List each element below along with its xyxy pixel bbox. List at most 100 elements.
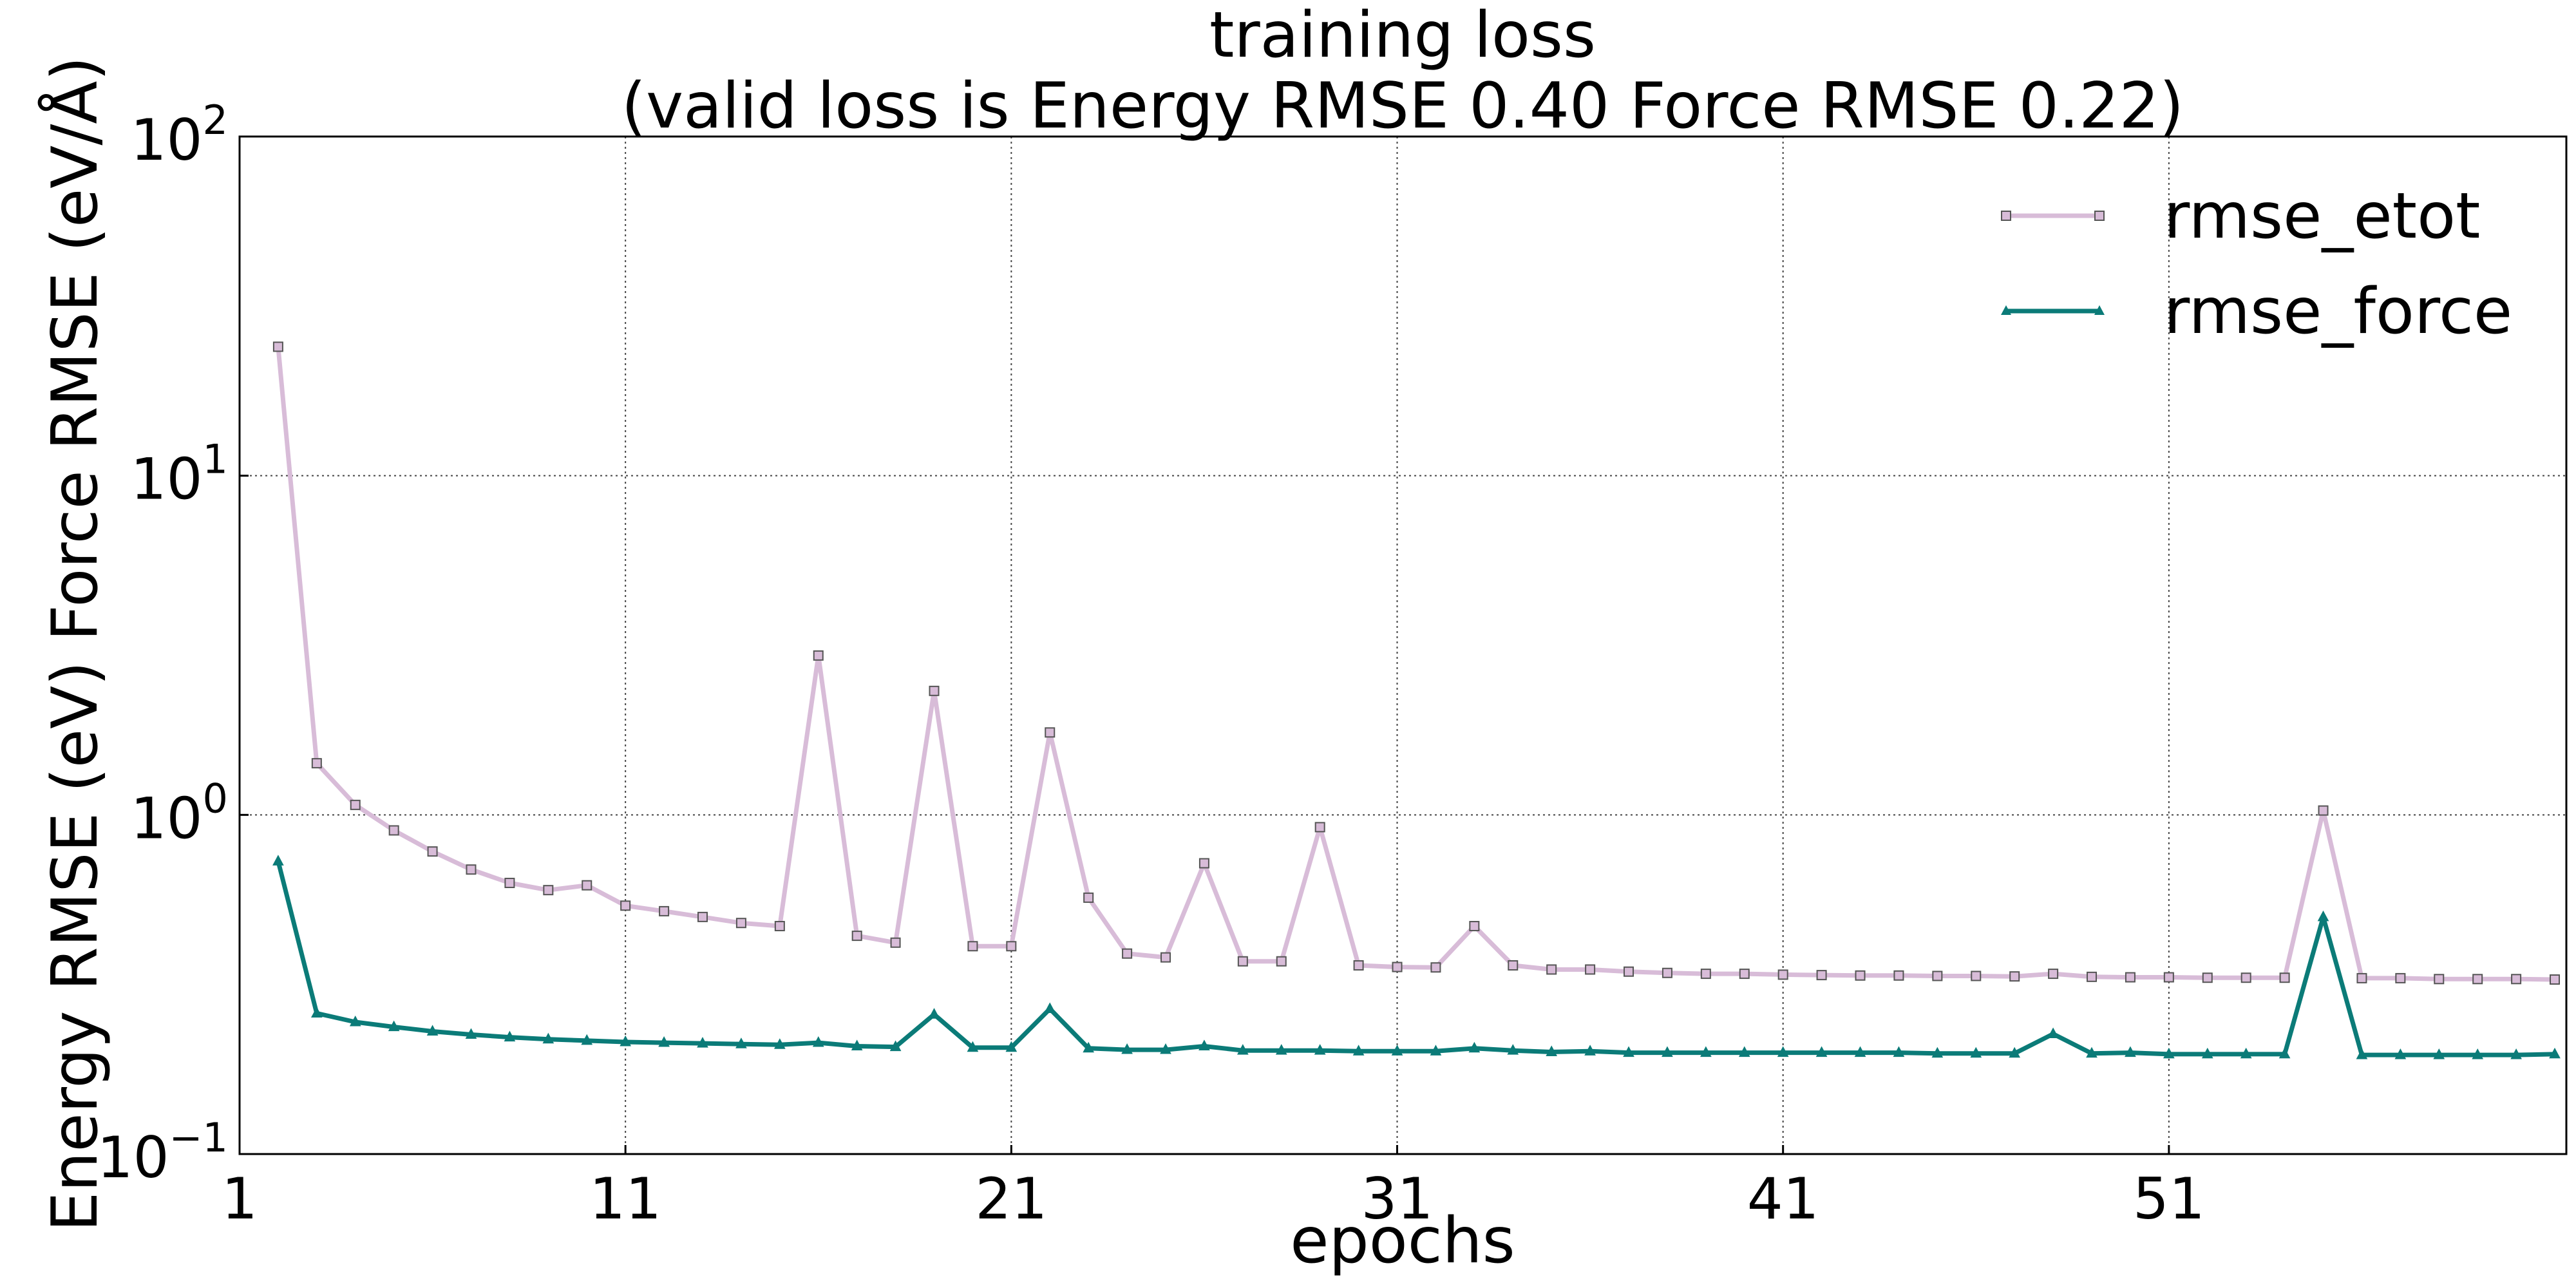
point-rmse-etot	[2434, 974, 2445, 985]
point-rmse-force	[620, 1035, 632, 1046]
point-rmse-etot	[1662, 967, 1672, 978]
point-rmse-force	[581, 1034, 593, 1045]
point-rmse-force	[1854, 1046, 1866, 1057]
point-rmse-etot	[1083, 892, 1094, 903]
legend-label-rmse-force: rmse_force	[2164, 275, 2512, 348]
point-rmse-etot	[2202, 972, 2213, 983]
point-rmse-etot	[851, 931, 862, 942]
y-axis-ticks: 10−1 100 101 102	[97, 97, 249, 1191]
point-rmse-force	[2125, 1046, 2136, 1057]
point-rmse-etot	[2318, 805, 2329, 816]
point-rmse-force	[658, 1036, 670, 1047]
point-rmse-etot	[735, 918, 746, 929]
point-rmse-force	[967, 1041, 979, 1052]
point-rmse-etot	[813, 650, 824, 661]
point-rmse-force	[1314, 1044, 1326, 1055]
y-axis-label: Energy RMSE (eV) Force RMSE (eV/Å)	[38, 56, 112, 1231]
point-rmse-force	[272, 855, 284, 866]
point-rmse-force	[1044, 1002, 1056, 1014]
point-rmse-etot	[582, 880, 592, 891]
point-rmse-etot	[1739, 969, 1750, 980]
point-rmse-etot	[1855, 970, 1866, 981]
point-rmse-force	[697, 1037, 708, 1048]
point-rmse-force	[1391, 1045, 1403, 1056]
point-rmse-force	[1893, 1046, 1905, 1057]
point-rmse-force	[1970, 1046, 1982, 1058]
point-rmse-force	[2433, 1048, 2445, 1059]
point-rmse-etot	[1198, 858, 1209, 869]
point-rmse-force	[349, 1015, 361, 1027]
point-rmse-etot	[1276, 956, 1287, 967]
point-rmse-force	[1083, 1041, 1095, 1053]
point-rmse-force	[812, 1036, 824, 1047]
point-rmse-etot	[1122, 948, 1133, 959]
point-rmse-etot	[1585, 964, 1596, 975]
point-rmse-force	[311, 1007, 323, 1018]
series-layer	[272, 341, 2561, 1059]
chart-subtitle: (valid loss is Energy RMSE 0.40 Force RM…	[621, 70, 2184, 143]
point-rmse-etot	[697, 911, 708, 922]
y-tick-label: 101	[131, 436, 228, 513]
point-rmse-etot	[543, 885, 554, 896]
point-rmse-etot	[2395, 972, 2406, 983]
point-rmse-force	[1198, 1039, 1210, 1050]
point-rmse-force	[2240, 1047, 2252, 1059]
point-rmse-etot	[2356, 972, 2367, 983]
point-rmse-etot	[311, 758, 322, 769]
point-rmse-force	[2163, 1047, 2175, 1059]
point-rmse-force	[1121, 1043, 1133, 1054]
legend-label-rmse-etot: rmse_etot	[2164, 180, 2480, 253]
point-rmse-etot	[1624, 966, 1634, 977]
point-rmse-etot	[2163, 972, 2174, 983]
point-rmse-force	[1700, 1046, 1712, 1057]
point-rmse-etot	[1816, 970, 1827, 981]
point-rmse-etot	[1314, 822, 1325, 833]
point-rmse-etot	[466, 864, 477, 875]
point-rmse-force	[1623, 1046, 1634, 1057]
point-rmse-etot	[1353, 960, 1364, 971]
point-rmse-etot	[774, 921, 785, 932]
point-rmse-etot	[967, 941, 978, 952]
legend-marker-rmse-force	[2001, 305, 2011, 315]
point-rmse-etot	[2550, 974, 2561, 985]
point-rmse-force	[2472, 1048, 2484, 1059]
point-rmse-etot	[388, 825, 399, 836]
point-rmse-force	[1546, 1045, 1558, 1056]
point-rmse-etot	[1430, 962, 1441, 973]
point-rmse-etot	[2048, 969, 2059, 980]
point-rmse-force	[851, 1039, 863, 1050]
chart-title: training loss	[1209, 0, 1596, 72]
point-rmse-force	[2047, 1027, 2059, 1039]
point-rmse-etot	[2240, 972, 2251, 983]
point-rmse-force	[2549, 1047, 2561, 1059]
y-tick-label: 10−1	[97, 1114, 228, 1191]
point-rmse-etot	[504, 878, 515, 889]
point-rmse-force	[1160, 1043, 1171, 1054]
point-rmse-force	[1507, 1044, 1519, 1055]
series-line-rmse-force	[276, 860, 2555, 1057]
point-rmse-etot	[272, 341, 283, 352]
point-rmse-etot	[1971, 971, 1982, 981]
x-axis-ticks: 1 11 21 31 41 51	[222, 1145, 2205, 1232]
legend-marker-rmse-etot	[2001, 211, 2011, 221]
point-rmse-etot	[1777, 969, 1788, 980]
point-rmse-force	[426, 1025, 439, 1036]
point-rmse-force	[1237, 1044, 1249, 1055]
point-rmse-force	[1430, 1045, 1442, 1056]
x-tick-label: 31	[1361, 1166, 1434, 1232]
legend-marker-rmse-force	[2094, 305, 2105, 315]
point-rmse-etot	[2125, 972, 2136, 983]
point-rmse-etot	[659, 905, 670, 916]
x-tick-label: 41	[1747, 1166, 1819, 1232]
point-rmse-etot	[1700, 969, 1711, 980]
point-rmse-force	[1005, 1041, 1018, 1052]
point-rmse-force	[774, 1038, 786, 1049]
series-line-rmse-etot	[276, 346, 2555, 982]
point-rmse-force	[889, 1040, 902, 1052]
point-rmse-force	[1815, 1046, 1828, 1057]
point-rmse-etot	[1893, 970, 1904, 981]
point-rmse-force	[928, 1008, 940, 1019]
point-rmse-force	[1352, 1045, 1365, 1056]
x-tick-label: 11	[589, 1166, 661, 1232]
y-tick-label: 102	[131, 97, 228, 173]
